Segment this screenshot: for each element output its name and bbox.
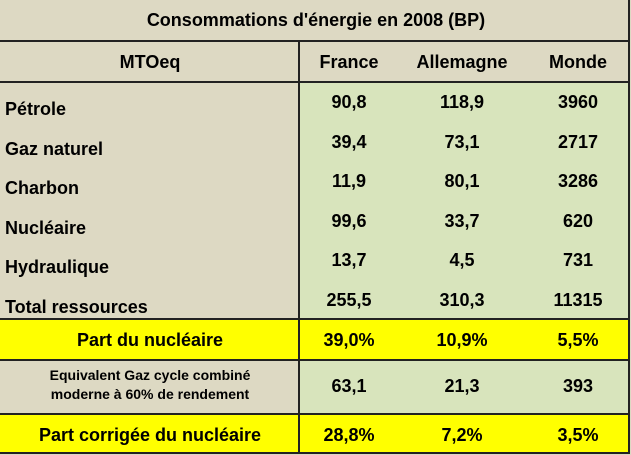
part-nucleaire-france: 39,0%	[323, 330, 375, 350]
highlight-part-nucleaire	[0, 320, 628, 359]
table-cell: 39,4	[331, 131, 367, 152]
table-cell: 118,9	[439, 92, 485, 112]
table-cell: 33,7	[444, 210, 480, 231]
row-label: Gaz naturel	[5, 138, 104, 159]
equivalent-monde: 393	[562, 376, 594, 396]
table-cell: 620	[562, 210, 594, 231]
table-cell: 4,5	[449, 250, 475, 270]
divider	[0, 81, 628, 83]
part-corrigee-allemagne: 7,2%	[441, 425, 483, 445]
table-cell: 11315	[553, 289, 603, 310]
col-header-monde: Monde	[549, 52, 607, 72]
equivalent-label-line2: moderne à 60% de rendement	[50, 386, 250, 402]
part-nucleaire-label: Part du nucléaire	[76, 330, 224, 350]
row-label: Hydraulique	[5, 257, 110, 277]
table-cell: 731	[562, 250, 594, 270]
col-header-allemagne: Allemagne	[416, 52, 508, 72]
table-cell: 99,6	[331, 210, 367, 231]
table-cell: 90,8	[331, 92, 367, 112]
row-label: Charbon	[5, 178, 79, 198]
part-nucleaire-allemagne: 10,9%	[436, 330, 488, 350]
table-title: Consommations d'énergie en 2008 (BP)	[146, 10, 486, 30]
row-label: Total ressources	[5, 296, 148, 317]
row-label: Nucléaire	[5, 217, 87, 238]
table-cell: 3960	[557, 92, 599, 112]
table-cell: 11,9	[331, 171, 367, 191]
table-cell: 80,1	[444, 171, 480, 191]
table-cell: 13,7	[331, 250, 367, 270]
table-cell: 2717	[557, 131, 599, 152]
data-area	[299, 83, 628, 319]
part-nucleaire-monde: 5,5%	[557, 330, 599, 350]
divider	[0, 359, 628, 361]
row-label: Pétrole	[5, 99, 67, 119]
col-header-france: France	[319, 52, 379, 72]
data-area-equivalent	[299, 360, 628, 414]
divider	[0, 318, 628, 320]
table-cell: 73,1	[444, 131, 480, 152]
equivalent-label-line1: Equivalent Gaz cycle combiné	[49, 367, 251, 383]
divider	[0, 413, 628, 415]
part-corrigee-monde: 3,5%	[557, 425, 599, 445]
column-divider	[298, 41, 300, 453]
unit-header: MTOeq	[119, 52, 181, 72]
equivalent-allemagne: 21,3	[444, 376, 480, 396]
table-cell: 255,5	[326, 289, 372, 310]
part-corrigee-france: 28,8%	[323, 425, 375, 445]
part-corrigee-label: Part corrigée du nucléaire	[38, 425, 262, 445]
divider	[0, 40, 628, 42]
highlight-part-corrigee	[0, 415, 628, 452]
equivalent-france: 63,1	[331, 376, 367, 396]
table-cell: 310,3	[439, 289, 485, 310]
table-cell: 3286	[557, 171, 599, 191]
